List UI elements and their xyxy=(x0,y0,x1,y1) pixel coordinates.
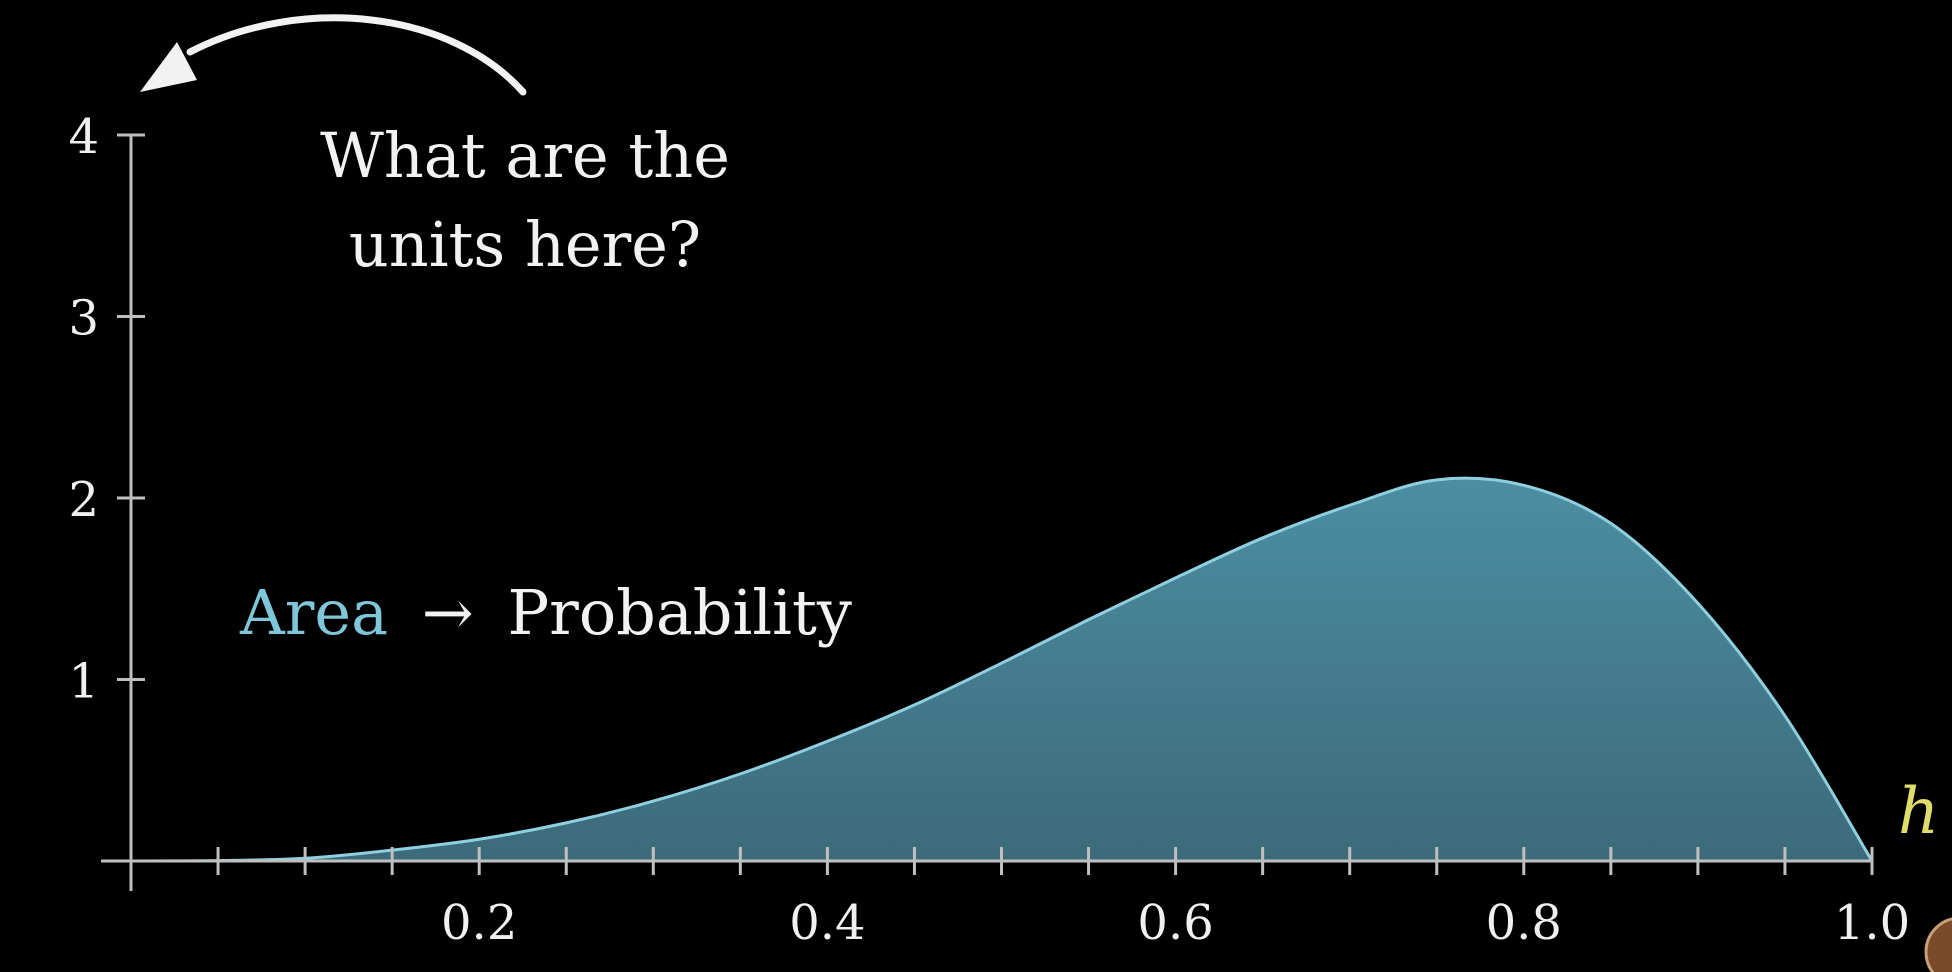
y-ticks xyxy=(117,133,145,681)
y-tick-label: 1 xyxy=(68,654,99,710)
x-tick-label: 0.2 xyxy=(441,895,517,951)
x-axis-variable-label: h xyxy=(1898,775,1939,849)
density-area xyxy=(131,478,1872,861)
x-tick-label: 0.6 xyxy=(1137,895,1213,951)
x-tick-label: 0.4 xyxy=(789,895,865,951)
y-tick-label: 4 xyxy=(68,109,99,165)
x-minor-ticks xyxy=(216,847,1874,875)
question-line-2: units here? xyxy=(349,208,701,281)
y-tick-label: 3 xyxy=(68,291,99,347)
arrow-symbol: → xyxy=(422,576,474,649)
y-tick-label: 2 xyxy=(68,472,99,528)
area-word: Area xyxy=(239,576,388,649)
question-line-1: What are the xyxy=(320,119,730,192)
x-tick-label: 1.0 xyxy=(1834,895,1910,951)
curved-arrow-icon xyxy=(140,14,527,96)
probability-word: Probability xyxy=(507,576,851,649)
area-probability-annotation: Area → Probability xyxy=(239,576,852,649)
x-tick-labels: 0.2 0.4 0.6 0.8 1.0 xyxy=(441,895,1910,951)
density-curve xyxy=(130,476,1874,863)
avatar xyxy=(1924,917,1952,972)
y-tick-labels: 1 2 3 4 xyxy=(68,109,99,710)
x-tick-label: 0.8 xyxy=(1486,895,1562,951)
